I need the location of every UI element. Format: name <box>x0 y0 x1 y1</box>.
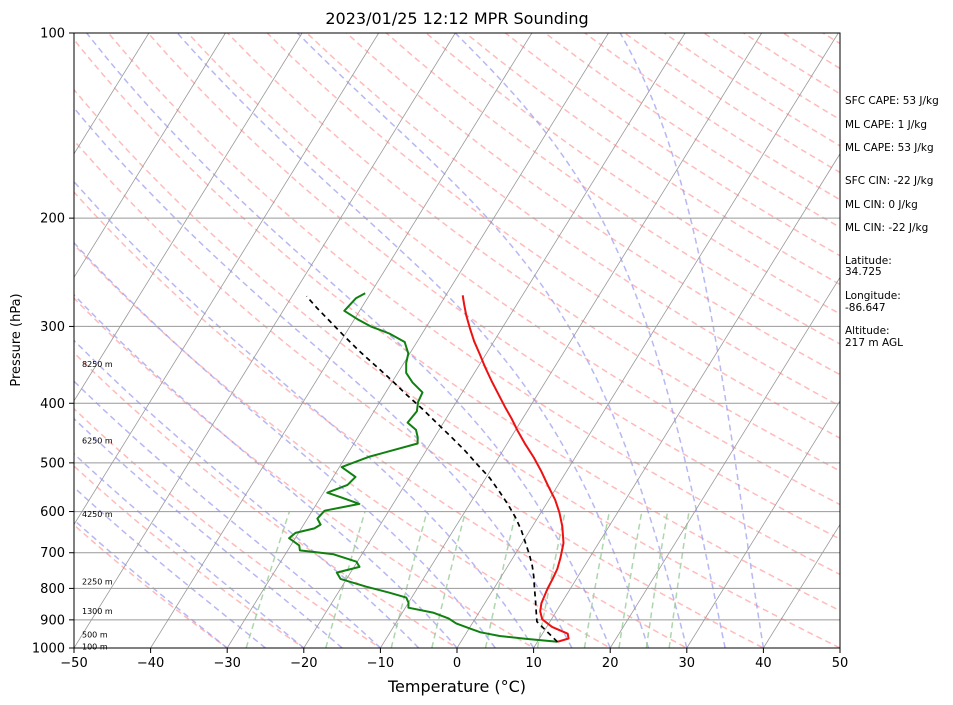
dry-adiabat <box>186 33 840 506</box>
annotation-ml-cape-1: ML CAPE: 1 J/kg <box>845 119 927 131</box>
x-tick-label: −40 <box>137 656 164 671</box>
annotation-latitude-value: 34.725 <box>845 266 882 278</box>
dry-adiabat <box>74 351 459 648</box>
y-tick-label: 500 <box>40 456 65 471</box>
isotherm <box>74 33 226 279</box>
y-tick-label: 900 <box>40 613 65 628</box>
annotation-sfc-cin: SFC CIN: -22 J/kg <box>845 175 933 187</box>
height-labels: 100 m 500 m 1300 m 2250 m 4250 m 6250 m 8250 m <box>82 360 113 652</box>
annotation-altitude-label: Altitude: <box>845 325 890 337</box>
dry-adiabat <box>74 191 689 648</box>
moist-adiabat <box>74 339 420 648</box>
isotherm <box>74 33 303 402</box>
dry-adiabat <box>74 88 840 648</box>
x-tick-label: −30 <box>213 656 240 671</box>
height-label: 8250 m <box>82 360 113 369</box>
isotherm <box>456 33 839 648</box>
x-tick-label: −50 <box>60 656 87 671</box>
x-tick-label: 40 <box>755 656 772 671</box>
moist-adiabat <box>74 180 535 648</box>
annotation-longitude-label: Longitude: <box>845 290 901 302</box>
height-label: 500 m <box>82 630 108 639</box>
x-tick-label: 30 <box>679 656 696 671</box>
moist-adiabat <box>86 33 611 648</box>
annotation-longitude-value: -86.647 <box>845 302 886 314</box>
moist-adiabat <box>176 33 650 648</box>
moist-adiabat <box>74 241 496 648</box>
y-axis-label: Pressure (hPa) <box>9 293 24 386</box>
moist-adiabat <box>619 33 765 648</box>
height-label: 4250 m <box>82 510 113 519</box>
annotation-latitude-label: Latitude: <box>845 255 892 267</box>
y-axis-ticks: 1000 900 800 700 600 500 400 300 200 100 <box>32 27 74 657</box>
height-label: 6250 m <box>82 437 113 446</box>
height-label: 2250 m <box>82 578 113 587</box>
dry-adiabat <box>74 523 229 648</box>
annotation-ml-cin-1: ML CIN: 0 J/kg <box>845 199 918 211</box>
dry-adiabat <box>464 33 840 286</box>
x-tick-label: 20 <box>602 656 619 671</box>
dry-adiabat <box>147 33 840 540</box>
height-label: 100 m <box>82 643 108 652</box>
chart-title: 2023/01/25 12:12 MPR Sounding <box>325 9 588 28</box>
background-lines <box>74 33 840 648</box>
moist-adiabat <box>74 293 458 648</box>
dry-adiabat <box>74 139 766 648</box>
isotherm <box>74 33 380 526</box>
dry-adiabat <box>424 33 840 315</box>
y-tick-label: 300 <box>40 320 65 335</box>
y-tick-label: 100 <box>40 27 65 42</box>
isotherm <box>74 33 456 648</box>
annotation-altitude-value: 217 m AGL <box>845 337 903 349</box>
dewpoint-line <box>288 292 558 643</box>
isotherm <box>303 33 686 648</box>
annotation-sfc-cape: SFC CAPE: 53 J/kg <box>845 95 939 107</box>
x-tick-label: −20 <box>290 656 317 671</box>
moist-adiabat <box>74 106 573 648</box>
y-tick-label: 700 <box>40 546 65 561</box>
y-tick-label: 200 <box>40 212 65 227</box>
isotherm <box>763 523 840 648</box>
annotation-ml-cape-2: ML CAPE: 53 J/kg <box>845 142 934 154</box>
dry-adiabat <box>74 38 840 612</box>
y-tick-label: 800 <box>40 582 65 597</box>
sounding-parameters: SFC CAPE: 53 J/kg ML CAPE: 1 J/kg ML CAP… <box>845 95 939 349</box>
isotherm <box>226 33 609 648</box>
x-axis-label: Temperature (°C) <box>387 677 526 696</box>
isotherm <box>74 33 150 155</box>
x-tick-label: −10 <box>367 656 394 671</box>
y-tick-label: 600 <box>40 505 65 520</box>
temperature-line <box>461 295 570 643</box>
dry-adiabat <box>305 33 840 407</box>
x-tick-label: 10 <box>525 656 542 671</box>
isotherm <box>150 33 533 648</box>
isotherm <box>380 33 763 648</box>
height-label: 1300 m <box>82 607 113 616</box>
x-axis-ticks: −50 −40 −30 −20 −10 0 10 20 30 40 50 <box>60 648 848 671</box>
isotherm <box>609 276 840 648</box>
isotherm <box>533 153 840 648</box>
annotation-ml-cin-2: ML CIN: -22 J/kg <box>845 222 928 234</box>
parcel-path-line <box>305 295 558 643</box>
dry-adiabat <box>74 297 536 648</box>
y-tick-label: 400 <box>40 397 65 412</box>
moist-adiabat <box>454 33 726 648</box>
dry-adiabat <box>107 33 840 576</box>
isotherm <box>686 400 840 648</box>
x-tick-label: 50 <box>832 656 849 671</box>
moist-adiabat <box>74 380 381 648</box>
dry-adiabat <box>226 33 840 472</box>
dry-adiabat <box>345 33 840 376</box>
y-tick-label: 1000 <box>32 642 65 657</box>
x-tick-label: 0 <box>453 656 461 671</box>
data-series <box>288 292 570 643</box>
